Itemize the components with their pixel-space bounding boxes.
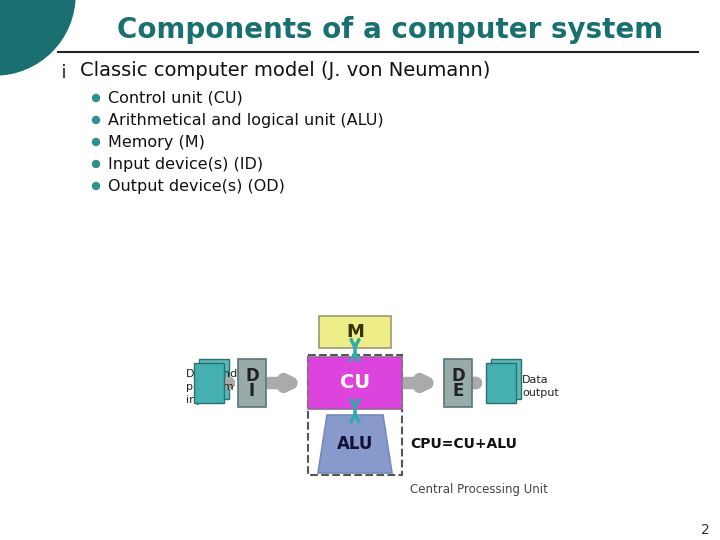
Text: ALU: ALU <box>337 435 373 453</box>
Text: CPU=CU+ALU: CPU=CU+ALU <box>410 437 517 451</box>
Text: Control unit (CU): Control unit (CU) <box>108 91 243 105</box>
Text: Output device(s) (OD): Output device(s) (OD) <box>108 179 285 193</box>
Circle shape <box>92 94 99 102</box>
Text: ¡: ¡ <box>60 60 68 79</box>
Bar <box>194 363 224 403</box>
Text: Arithmetical and logical unit (ALU): Arithmetical and logical unit (ALU) <box>108 112 384 127</box>
Bar <box>238 359 266 407</box>
Text: I: I <box>249 382 255 400</box>
Text: Data
output: Data output <box>522 375 559 398</box>
Circle shape <box>0 0 75 75</box>
Bar <box>491 359 521 399</box>
Text: D: D <box>245 367 259 385</box>
Bar <box>308 357 402 409</box>
Text: Data and
program
input: Data and program input <box>186 369 238 406</box>
Text: Components of a computer system: Components of a computer system <box>117 16 663 44</box>
Circle shape <box>92 117 99 124</box>
Text: Central Processing Unit: Central Processing Unit <box>410 483 548 496</box>
Circle shape <box>92 160 99 167</box>
Text: M: M <box>346 323 364 341</box>
Bar <box>319 316 391 348</box>
Polygon shape <box>318 415 392 473</box>
Circle shape <box>92 138 99 145</box>
Bar <box>199 359 229 399</box>
Text: Memory (M): Memory (M) <box>108 134 205 150</box>
Text: CU: CU <box>340 374 370 393</box>
Text: Classic computer model (J. von Neumann): Classic computer model (J. von Neumann) <box>80 60 490 79</box>
Circle shape <box>92 183 99 190</box>
Bar <box>486 363 516 403</box>
Bar <box>308 355 402 475</box>
Text: 2: 2 <box>701 523 709 537</box>
Text: D: D <box>451 367 465 385</box>
Text: E: E <box>452 382 464 400</box>
Bar <box>444 359 472 407</box>
Text: Input device(s) (ID): Input device(s) (ID) <box>108 157 263 172</box>
